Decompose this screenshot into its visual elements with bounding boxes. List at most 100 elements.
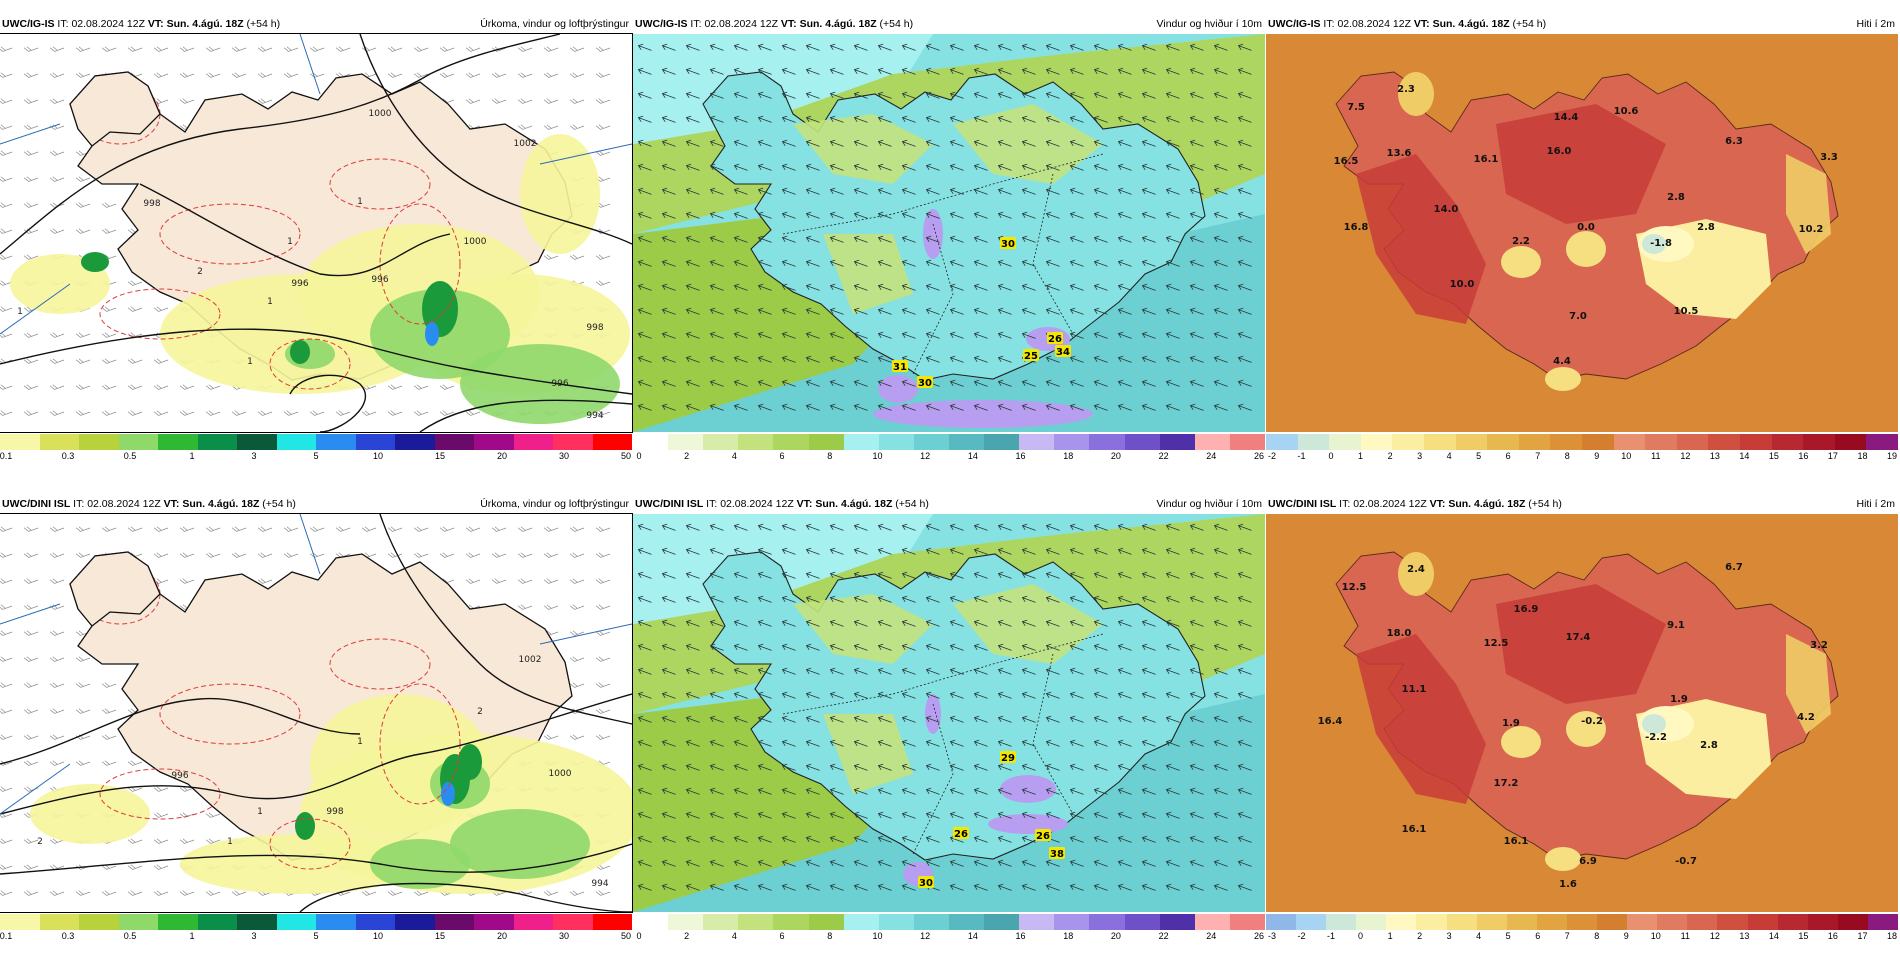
wind-arrow-icon [685,307,700,315]
wind-arrow-icon [901,115,916,123]
wind-arrow-icon [733,883,748,891]
temperature-value: 14.4 [1554,112,1579,123]
wind-arrow-icon [973,307,988,315]
wind-arrow-icon [1117,379,1132,387]
colorbar-tick-label: 1 [189,931,195,941]
lead-time: (+54 h) [1512,18,1547,30]
wind-arrow-icon [781,355,796,363]
colorbar-tick-label: 26 [1253,931,1265,941]
wind-arrow-icon [733,355,748,363]
wind-barb-icon [231,46,247,52]
wind-arrow-icon [1069,571,1084,579]
panel-header: UWC/IG-IS IT: 02.08.2024 12Z VT: Sun. 4.… [633,14,1265,34]
wind-arrow-icon [805,187,820,195]
wind-barb-icon [101,202,117,208]
colorbar-tick-label: 12 [920,451,931,461]
wind-arrow-icon [997,67,1012,75]
wind-barb-icon [49,708,65,714]
wind-barb-icon [205,812,221,818]
wind-arrow-icon [757,859,772,867]
wind-arrow-icon [997,787,1012,795]
isobar [289,374,367,432]
wind-barb-icon [569,682,585,688]
wind-arrow-icon [1189,115,1204,123]
wind-arrow-icon [1069,235,1084,243]
wind-arrow-icon [949,643,964,651]
wind-arrow-icon [1093,163,1108,171]
wind-arrow-icon [1165,139,1180,147]
wind-arrow-icon [781,595,796,603]
colorbar-swatch [316,914,356,930]
wind-arrow-icon [685,355,700,363]
wind-barb-icon [23,150,39,156]
colorbar-labels: 0.1 0.3 0.5 1 3 5 10 15 20 30 50 [0,931,632,943]
wind-arrow-icon [661,307,676,315]
wind-arrow-icon [781,187,796,195]
wind-arrow-icon [1045,667,1060,675]
wind-arrow-icon [1093,883,1108,891]
wind-arrow-icon [877,859,892,867]
temperature-value: 1.6 [1559,879,1577,890]
wind-barb-icon [23,98,39,104]
colorbar-swatch [1360,434,1393,450]
wind-arrow-icon [997,91,1012,99]
wind-arrow-icon [925,355,940,363]
precip-area [441,782,455,806]
isobar-label: 998 [586,323,603,333]
temperature-value: 10.2 [1799,224,1824,235]
wind-arrow-icon [949,163,964,171]
wind-barb-icon [23,864,39,870]
wind-barb-icon [465,98,481,104]
wind-arrow-icon [1117,307,1132,315]
colorbar-swatch [668,434,704,450]
wind-arrow-icon [901,595,916,603]
colorbar-swatch [984,914,1020,930]
temperature-map: 2.3 7.5 14.4 10.6 6.3 16.5 13.6 16.1 16.0 3.3 14.0… [1266,34,1898,432]
wind-arrow-icon [973,619,988,627]
colorbar-swatch [592,914,632,930]
wind-arrow-icon [877,619,892,627]
temperature-value: 6.7 [1725,562,1743,573]
wind-arrow-icon [949,259,964,267]
colorbar-tick-label: 30 [558,931,570,941]
wind-barb-icon [595,656,611,662]
wind-arrow-icon [1213,139,1228,147]
colorbar-tick-label: 1 [1387,931,1393,941]
wind-arrow-icon [637,283,652,291]
wind-arrow-icon [733,547,748,555]
wind-arrow-icon [1189,187,1204,195]
colorbar-swatch [1676,434,1709,450]
wind-barb-icon [49,682,65,688]
temperature-value: 10.5 [1674,306,1699,317]
temperature-map: 2.4 6.7 12.5 16.9 9.1 18.0 12.5 17.4 3.2 11.1 1.9 4… [1266,514,1898,912]
wind-arrow-icon [973,739,988,747]
wind-arrow-icon [1189,859,1204,867]
wind-arrow-icon [1045,115,1060,123]
wind-arrow-icon [781,643,796,651]
colorbar-tick-label: 1 [189,451,195,461]
wind-barb-icon [179,890,195,896]
wind-arrow-icon [757,883,772,891]
isobar-label: 1000 [464,237,487,247]
region-boundary [912,223,954,375]
wind-arrow-icon [637,259,652,267]
wind-arrow-icon [733,67,748,75]
wind-barb-icon [23,708,39,714]
grid-line [0,123,61,145]
wind-arrow-icon [1189,403,1204,411]
colorbar-tick-label: 5 [1505,931,1511,941]
wind-arrow-icon [877,115,892,123]
wind-arrow-icon [757,595,772,603]
wind-arrow-icon [949,115,964,123]
wind-arrow-icon [1021,259,1036,267]
wind-arrow-icon [1045,811,1060,819]
wind-arrow-icon [877,643,892,651]
wind-barb-icon [153,410,169,416]
wind-barb-icon [101,734,117,740]
temperature-value: 11.1 [1402,684,1427,695]
wind-barb-icon [0,864,13,870]
wind-arrow-icon [661,763,676,771]
wind-arrow-icon [709,91,724,99]
wind-barb-icon [595,526,611,532]
colorbar-swatch [553,434,593,450]
